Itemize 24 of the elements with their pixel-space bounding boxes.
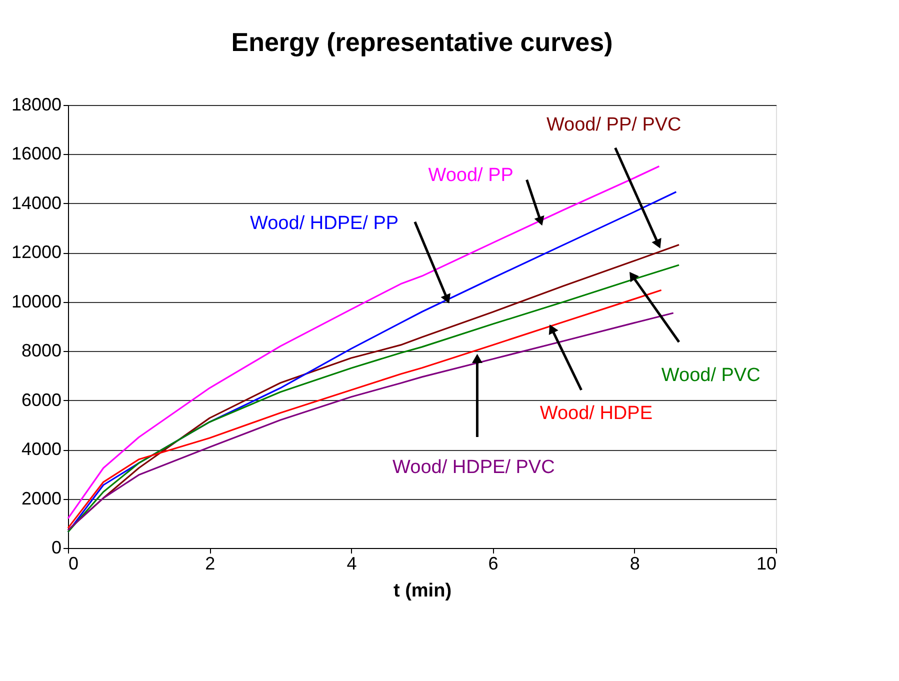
- x-tick-label: 6: [488, 554, 498, 574]
- text: Wood/ PP: [428, 164, 514, 186]
- y-tick-label: 16000: [11, 144, 62, 164]
- x-tick-label: 2: [205, 554, 216, 574]
- x-tick-label: 0: [68, 554, 79, 574]
- y-tick-label: 2000: [21, 488, 62, 508]
- y-tick-label: 10000: [11, 291, 62, 312]
- y-tick-label: 6000: [21, 390, 62, 410]
- text: Wood/ HDPE/ PP: [250, 212, 399, 234]
- y-tick-label: 8000: [21, 340, 62, 361]
- text: Wood/ PP/ PVC: [546, 114, 682, 136]
- y-tick-label: 12000: [11, 242, 62, 262]
- y-tick-label: 14000: [11, 192, 62, 213]
- y-tick-label: 0: [51, 538, 62, 558]
- x-tick-label: 4: [346, 554, 357, 574]
- text: Wood/ PVC: [661, 364, 760, 386]
- x-tick-label: 10: [756, 554, 776, 574]
- chart-title: Energy (representative curves): [231, 27, 613, 57]
- text: Wood/ HDPE/ PVC: [392, 457, 555, 478]
- y-tick-label: 4000: [21, 439, 62, 460]
- y-tick-label: 18000: [11, 94, 62, 114]
- x-tick-label: 8: [630, 554, 640, 574]
- text: Wood/ HDPE: [540, 402, 652, 424]
- x-axis-title: t (min): [393, 580, 452, 602]
